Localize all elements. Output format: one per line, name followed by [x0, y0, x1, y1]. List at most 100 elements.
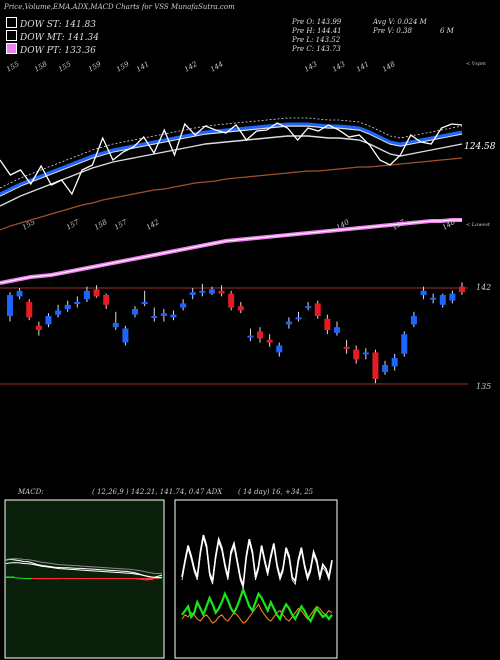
candle-body: [257, 331, 264, 339]
macd-label: MACD:: [18, 488, 44, 496]
candle-body: [353, 349, 360, 360]
candle-body: [295, 317, 302, 320]
candle-body: [314, 303, 321, 316]
macd-histogram-bar: [114, 578, 119, 579]
top-tick-label: 158: [33, 60, 49, 74]
stat-volume-unit: 6 M: [440, 27, 454, 35]
macd-histogram-bar: [97, 578, 102, 579]
legend-dow-mt: DOW MT: 141.34: [6, 30, 99, 43]
candle-body: [55, 310, 62, 315]
macd-histogram-bar: [36, 578, 41, 580]
ema-mt-white-line: [0, 135, 463, 207]
macd-histogram-bar: [144, 578, 149, 581]
bottom-tick-label: 142: [145, 218, 161, 232]
stat-pre-volume: Pre V: 0.38: [373, 27, 412, 35]
macd-histogram-bar: [131, 578, 136, 579]
legend-label: DOW PT: 133.36: [20, 46, 96, 56]
bottom-tick-label: 158: [93, 218, 109, 232]
legend-dow-pt: DOW PT: 133.36: [6, 43, 96, 56]
candle-body: [362, 352, 369, 355]
macd-histogram-bar: [40, 578, 45, 580]
macd-histogram-bar: [32, 578, 37, 579]
stat-high: Pre H: 144.41: [292, 27, 342, 35]
candle-body: [93, 289, 100, 297]
candle-body: [410, 316, 417, 325]
candle-body: [132, 309, 139, 315]
macd-histogram-bar: [92, 578, 97, 579]
candlesticks: [7, 282, 465, 384]
macd-panel: [4, 499, 165, 659]
macd-histogram-bar: [84, 578, 89, 579]
macd-histogram-bar: [110, 578, 115, 579]
candle-body: [74, 302, 81, 304]
candle-body: [266, 339, 273, 343]
stat-avg-volume: Avg V: 0.024 M: [373, 18, 427, 26]
candle-body: [199, 290, 206, 293]
ema-value-label: 124.58: [464, 142, 496, 152]
macd-histogram-bar: [79, 578, 84, 579]
candle-body: [112, 323, 119, 328]
top-ticks: 155 158 155 159 159 141 142 144 143 143 141 148: [5, 60, 397, 74]
macd-histogram-bar: [23, 578, 28, 579]
macd-histogram-bar: [10, 576, 15, 578]
macd-histogram-bar: [53, 578, 58, 580]
ema-pt-core-line: [0, 219, 462, 284]
candle-body: [228, 293, 235, 308]
candle-body: [180, 303, 187, 308]
candle-body: [208, 289, 215, 294]
macd-histogram-bar: [88, 578, 93, 579]
macd-histogram-bar: [49, 578, 54, 580]
legend-label: DOW MT: 141.34: [20, 33, 99, 43]
top-tick-label: 141: [355, 60, 371, 74]
top-tick-label: 141: [135, 60, 151, 74]
macd-histogram-bar: [149, 578, 154, 581]
bottom-tick-label: 157: [113, 218, 129, 232]
candle-body: [141, 302, 148, 304]
ema-mt-dark-line: [0, 131, 463, 203]
candle-body: [83, 290, 90, 300]
macd-signal-line: [5, 562, 163, 579]
candle-body: [247, 335, 254, 338]
macd-histogram-bar: [14, 577, 19, 579]
candle-body: [170, 314, 177, 318]
adx-white-line-2: [181, 537, 333, 589]
candle-body: [343, 346, 350, 349]
candle-body: [439, 295, 446, 305]
stat-low: Pre L: 143.52: [292, 36, 341, 44]
bottom-tick-label: 157: [65, 218, 81, 232]
candle-body: [189, 292, 196, 295]
macd-histogram-bar: [127, 578, 132, 579]
macd-histogram-bar: [136, 578, 141, 580]
macd-histogram-bar: [71, 578, 76, 579]
macd-histogram-bar: [157, 577, 162, 579]
adx-orange-line: [181, 603, 333, 624]
top-tick-label: 143: [331, 60, 347, 74]
candle-body: [420, 290, 427, 295]
candle-body: [151, 316, 158, 318]
candle-body: [218, 290, 225, 294]
candle-body: [64, 304, 71, 309]
macd-histogram-bar: [75, 578, 80, 579]
top-tick-label: 143: [303, 60, 319, 74]
macd-histogram-bar: [105, 578, 110, 579]
candle-body: [45, 316, 52, 325]
top-tick-label: 155: [57, 60, 73, 74]
stat-open: Pre O: 143.99: [292, 18, 342, 26]
top-tick-label: 155: [5, 60, 21, 74]
candle-body: [382, 365, 389, 372]
candle-body: [160, 313, 167, 316]
macd-histogram-bar: [58, 578, 63, 579]
ema-st-white-line: [0, 125, 463, 197]
candle-body: [391, 358, 398, 367]
adx-panel: [174, 499, 338, 659]
candle-body: [305, 306, 312, 309]
candle-body: [459, 286, 465, 293]
top-tick-label: 142: [183, 60, 199, 74]
candle-body: [285, 321, 292, 325]
macd-signal-line-2: [5, 558, 163, 575]
ema-dotted-line: [0, 117, 463, 189]
macd-line: [5, 558, 163, 578]
candle-body: [333, 327, 340, 333]
top-tick-label: 159: [87, 60, 103, 74]
price-line: [0, 122, 463, 196]
